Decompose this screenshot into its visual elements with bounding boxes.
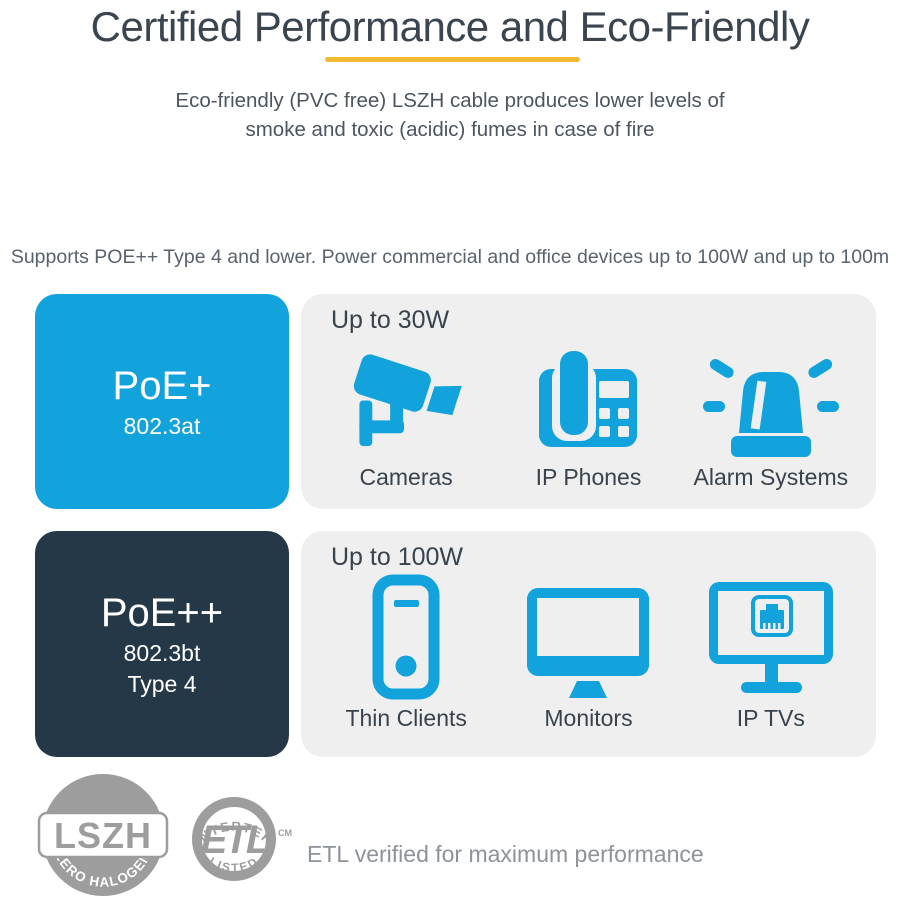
alarm-siren-icon bbox=[701, 337, 841, 459]
device-item-ip-phones: IP Phones bbox=[497, 337, 679, 491]
poe-plus-plus-standard: 802.3bt bbox=[123, 640, 201, 666]
poe-plus-badge: PoE+ 802.3at bbox=[35, 294, 289, 509]
poe-plus-plus-title: PoE++ bbox=[100, 591, 224, 635]
etl-label: ETL bbox=[201, 818, 269, 862]
device-items-30w: Cameras IP Phones bbox=[315, 337, 862, 491]
device-items-100w: Thin Clients Monitors bbox=[315, 574, 862, 732]
poe-plus-standard: 802.3at bbox=[123, 413, 201, 439]
page-title: Certified Performance and Eco-Friendly bbox=[90, 3, 810, 50]
title-accent-underline bbox=[325, 57, 580, 62]
etl-cm-mark: CM bbox=[278, 828, 292, 838]
device-item-thin-clients: Thin Clients bbox=[315, 574, 497, 732]
poe-plus-devices-panel: Up to 30W Cameras bbox=[301, 294, 876, 509]
lszh-label: LSZH bbox=[54, 815, 152, 856]
monitor-icon bbox=[523, 574, 653, 700]
subtitle: Eco-friendly (PVC free) LSZH cable produ… bbox=[0, 86, 900, 144]
ip-tv-icon bbox=[705, 574, 837, 700]
device-label: Alarm Systems bbox=[693, 464, 849, 490]
device-label: Cameras bbox=[359, 464, 453, 490]
device-item-monitors: Monitors bbox=[497, 574, 679, 732]
poe-plus-plus-badge: PoE++ 802.3bt Type 4 bbox=[35, 531, 289, 757]
poe-plus-plus-type: Type 4 bbox=[127, 671, 197, 697]
device-label: IP Phones bbox=[535, 464, 642, 490]
subtitle-line-2: smoke and toxic (acidic) fumes in case o… bbox=[245, 118, 655, 141]
device-item-alarm-systems: Alarm Systems bbox=[680, 337, 862, 491]
security-camera-icon bbox=[345, 337, 467, 459]
device-label: Monitors bbox=[544, 705, 633, 731]
supports-note: Supports POE++ Type 4 and lower. Power c… bbox=[10, 246, 890, 268]
panel-heading-100w: Up to 100W bbox=[331, 543, 464, 571]
device-item-ip-tvs: IP TVs bbox=[680, 574, 862, 732]
panel-heading-30w: Up to 30W bbox=[331, 306, 450, 334]
poe-plus-plus-devices-panel: Up to 100W Thin Clients bbox=[301, 531, 876, 757]
lszh-badge: LOW SMOKE ZERO HALOGEN LSZH bbox=[37, 774, 169, 896]
device-item-cameras: Cameras bbox=[315, 337, 497, 491]
poe-plus-title: PoE+ bbox=[112, 364, 212, 408]
thin-client-icon bbox=[362, 574, 450, 700]
subtitle-line-1: Eco-friendly (PVC free) LSZH cable produ… bbox=[175, 89, 725, 112]
ip-phone-icon bbox=[533, 337, 643, 459]
device-label: IP TVs bbox=[736, 705, 805, 731]
etl-verified-note: ETL verified for maximum performance bbox=[307, 841, 704, 867]
device-label: Thin Clients bbox=[345, 705, 467, 731]
etl-badge: INTERTEK LISTED ETL CM bbox=[191, 797, 292, 881]
